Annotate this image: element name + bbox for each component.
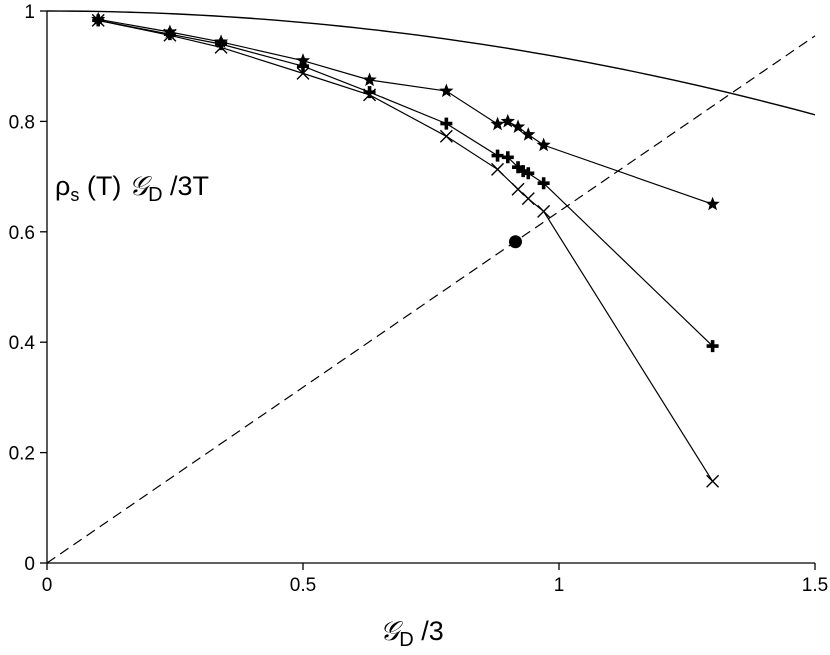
data-point-cross [439,129,453,143]
data-point-plus [363,86,376,99]
ticks: 0 0.5 1 1.5 0 0.2 0.4 0.6 0.8 1 [9,2,829,596]
data-point-star [500,113,515,128]
data-point-cross [91,13,105,27]
data-point-cross [537,204,551,218]
y-axis-label: ρs (T) 𝒢D /3T [55,171,209,206]
critical-point [508,235,522,249]
data-point-cross [363,88,377,102]
data-point-plus [440,117,453,130]
data-point-cross [706,474,720,488]
plot-lines [46,10,816,564]
y-tick-label: 0.2 [9,444,35,465]
data-point-star [439,83,454,98]
data-point-plus [706,340,719,353]
data-point-star [295,53,311,67]
data-point-cross [491,162,505,176]
reference-curve [46,10,816,116]
y-tick-label: 1 [24,2,35,23]
data-point-plus [163,28,176,41]
data-point-star [510,119,526,133]
data-point-star [521,127,536,141]
data-point-plus [522,167,535,180]
data-point-cross [163,28,177,42]
data-point-star [536,137,551,152]
y-tick-label: 0.8 [9,112,35,133]
series-line-cross [98,19,714,482]
data-point-cross [214,40,228,54]
y-tick-label: 0 [24,554,35,575]
data-point-plus [491,149,504,162]
data-point-cross [521,192,535,206]
data-point-plus [297,60,309,73]
x-tick-label: 0.5 [290,575,316,596]
plot-markers [91,11,720,488]
data-point-plus [537,177,550,190]
data-point-star [705,196,720,211]
y-tick-label: 0.4 [9,333,36,354]
data-point-star [362,72,377,87]
x-tick-label: 0 [42,575,53,596]
dashed-line [46,35,816,564]
x-tick-label: 1.5 [802,575,828,596]
data-point-cross [296,66,310,80]
axes [46,11,815,564]
y-tick-label: 0.6 [9,223,35,244]
data-point-star [490,116,505,131]
data-point-plus [501,151,514,164]
x-tick-label: 1 [554,575,565,596]
x-axis-label: 𝒢D /3 [380,616,444,651]
